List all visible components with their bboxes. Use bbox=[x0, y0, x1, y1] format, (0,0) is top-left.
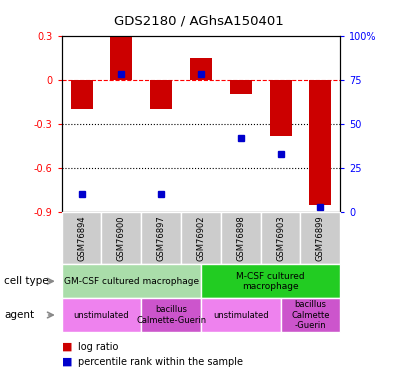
Bar bbox=[101, 212, 141, 264]
Bar bbox=[141, 298, 201, 332]
Text: unstimulated: unstimulated bbox=[213, 310, 269, 320]
Bar bbox=[150, 80, 172, 109]
Text: GSM76899: GSM76899 bbox=[316, 215, 325, 261]
Text: M-CSF cultured
macrophage: M-CSF cultured macrophage bbox=[236, 272, 305, 291]
Bar bbox=[261, 212, 300, 264]
Text: GSM76900: GSM76900 bbox=[117, 215, 126, 261]
Bar bbox=[201, 298, 281, 332]
Bar bbox=[111, 36, 132, 80]
Bar bbox=[270, 80, 291, 135]
Bar bbox=[230, 80, 252, 94]
Text: cell type: cell type bbox=[4, 276, 49, 286]
Text: ■: ■ bbox=[62, 357, 72, 367]
Bar bbox=[300, 212, 340, 264]
Text: GSM76898: GSM76898 bbox=[236, 215, 245, 261]
Bar bbox=[310, 80, 332, 204]
Text: ■: ■ bbox=[62, 342, 72, 352]
Text: bacillus
Calmette
-Guerin: bacillus Calmette -Guerin bbox=[291, 300, 330, 330]
Text: GSM76897: GSM76897 bbox=[157, 215, 166, 261]
Bar bbox=[190, 58, 212, 80]
Text: unstimulated: unstimulated bbox=[74, 310, 129, 320]
Text: bacillus
Calmette-Guerin: bacillus Calmette-Guerin bbox=[136, 305, 206, 325]
Bar bbox=[62, 264, 201, 298]
Text: agent: agent bbox=[4, 310, 34, 320]
Text: GM-CSF cultured macrophage: GM-CSF cultured macrophage bbox=[64, 277, 199, 286]
Bar bbox=[71, 80, 92, 109]
Bar bbox=[62, 212, 101, 264]
Text: GSM76903: GSM76903 bbox=[276, 215, 285, 261]
Bar bbox=[141, 212, 181, 264]
Text: GDS2180 / AGhsA150401: GDS2180 / AGhsA150401 bbox=[114, 15, 284, 28]
Text: log ratio: log ratio bbox=[78, 342, 118, 352]
Bar bbox=[181, 212, 221, 264]
Text: GSM76902: GSM76902 bbox=[197, 215, 205, 261]
Bar bbox=[281, 298, 340, 332]
Bar bbox=[221, 212, 261, 264]
Bar bbox=[62, 298, 141, 332]
Text: percentile rank within the sample: percentile rank within the sample bbox=[78, 357, 243, 367]
Bar bbox=[201, 264, 340, 298]
Text: GSM76894: GSM76894 bbox=[77, 215, 86, 261]
